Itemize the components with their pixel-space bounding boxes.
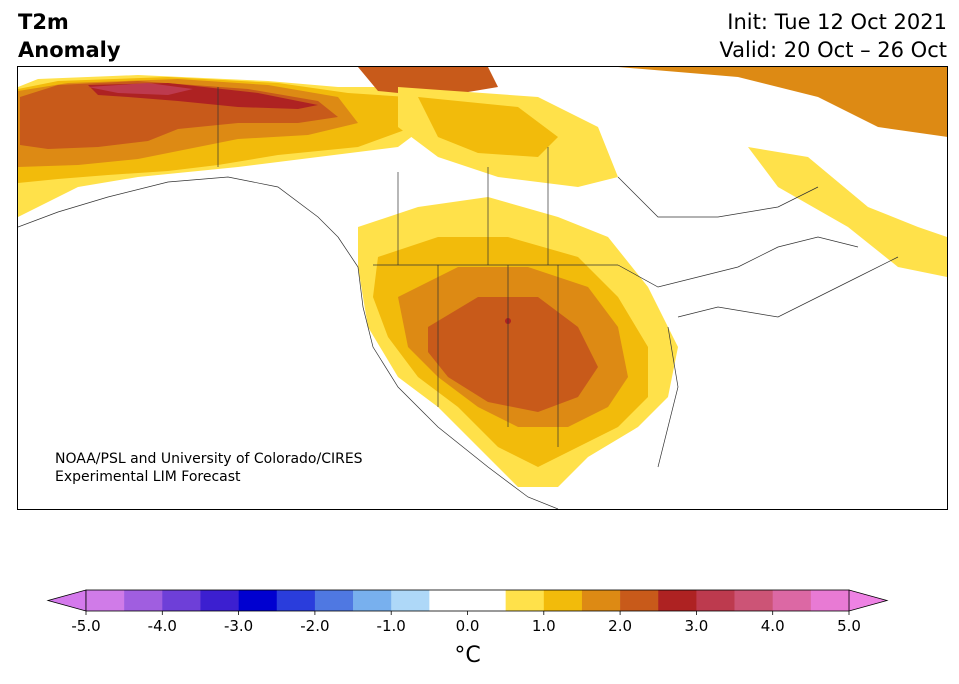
colorbar-bin-12 <box>543 590 583 611</box>
credit-line-1: NOAA/PSL and University of Colorado/CIRE… <box>55 451 363 467</box>
valid-date: Valid: 20 Oct – 26 Oct <box>719 38 947 62</box>
colorbar-bin-4 <box>238 590 278 611</box>
colorbar-tick-label-6: 1.0 <box>532 617 556 635</box>
colorbar: -5.0 -4.0 -3.0 -2.0 -1.0 0.0 1.0 2.0 3.0 4.0 5.0 °C <box>0 580 959 680</box>
map-canvas <box>18 67 947 509</box>
alaska-anomaly <box>18 75 438 217</box>
colorbar-tick-label-0: -5.0 <box>71 617 100 635</box>
credit-text: NOAA/PSL and University of Colorado/CIRE… <box>55 450 363 486</box>
colorbar-bin-19 <box>810 590 850 611</box>
colorbar-bin-14 <box>620 590 659 611</box>
colorbar-bin-10 <box>467 590 506 611</box>
map-outlines <box>18 87 899 509</box>
colorbar-svg: -5.0 -4.0 -3.0 -2.0 -1.0 0.0 1.0 2.0 3.0 4.0 5.0 °C <box>46 589 889 668</box>
colorbar-bin-9 <box>429 590 468 611</box>
colorbar-over-extension <box>848 589 889 612</box>
arctic-anomaly <box>348 67 947 277</box>
colorbar-tick-label-9: 4.0 <box>761 617 785 635</box>
init-date: Init: Tue 12 Oct 2021 <box>727 10 947 34</box>
colorbar-bin-6 <box>314 590 354 611</box>
colorbar-tick-label-5: 0.0 <box>456 617 480 635</box>
colorbar-bin-8 <box>391 590 430 611</box>
colorbar-bin-0 <box>86 590 125 611</box>
colorbar-tick-label-2: -3.0 <box>224 617 253 635</box>
colorbar-tick-label-3: -2.0 <box>300 617 329 635</box>
colorbar-tick-label-10: 5.0 <box>837 617 861 635</box>
colorbar-bin-5 <box>276 590 316 611</box>
forecast-dates: Init: Tue 12 Oct 2021 Valid: 20 Oct – 26… <box>719 8 947 64</box>
colorbar-tick-label-8: 3.0 <box>684 617 708 635</box>
title-line-1: T2m <box>18 10 69 34</box>
colorbar-bin-17 <box>734 590 773 611</box>
colorbar-bin-2 <box>162 590 201 611</box>
colorbar-bin-18 <box>772 590 812 611</box>
map-title: T2m Anomaly <box>18 8 121 64</box>
colorbar-bin-13 <box>581 590 621 611</box>
colorbar-bin-16 <box>696 590 735 611</box>
colorbar-bin-7 <box>353 590 392 611</box>
colorbar-unit-label: °C <box>454 643 480 668</box>
anomaly-map <box>17 66 948 510</box>
colorbar-bin-11 <box>505 590 545 611</box>
colorbar-bin-15 <box>658 590 697 611</box>
colorbar-bin-3 <box>200 590 239 611</box>
colorbar-tick-label-1: -4.0 <box>148 617 177 635</box>
title-line-2: Anomaly <box>18 38 121 62</box>
colorbar-bin-1 <box>124 590 163 611</box>
central-us-anomaly <box>358 197 678 487</box>
colorbar-tick-label-4: -1.0 <box>377 617 406 635</box>
colorbar-under-extension <box>46 589 87 612</box>
credit-line-2: Experimental LIM Forecast <box>55 469 241 485</box>
colorbar-tick-label-7: 2.0 <box>608 617 632 635</box>
